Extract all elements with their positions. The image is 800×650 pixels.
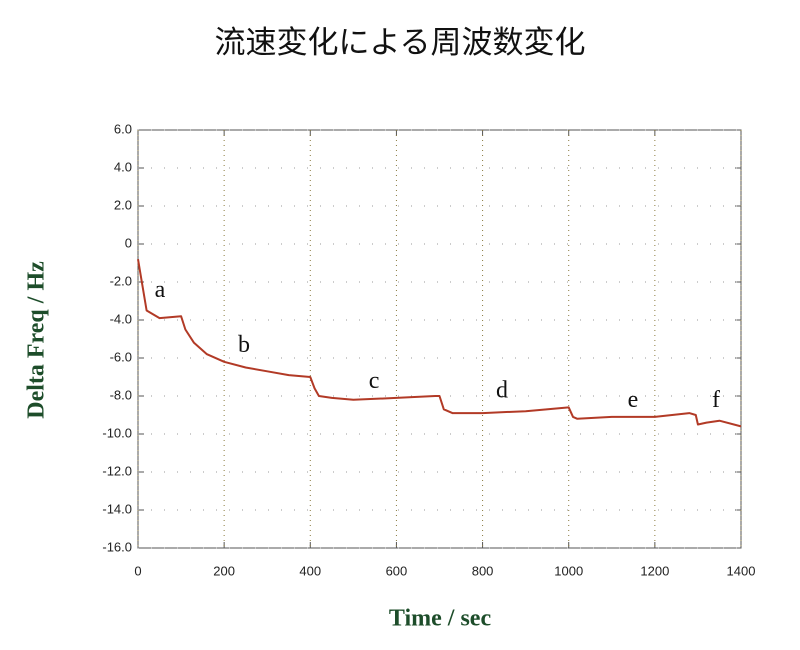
annotation: d [496,378,508,404]
x-tick-label: 0 [134,563,141,578]
y-tick-label: -16.0 [102,539,132,554]
y-tick-label: -12.0 [102,463,132,478]
data-line [137,259,742,428]
x-tick-label: 800 [472,563,494,578]
x-tick-label: 600 [386,563,408,578]
plot-frame [137,129,742,549]
x-tick-label: 1200 [640,563,669,578]
x-tick-label: 200 [213,563,235,578]
y-tick-label: 2.0 [114,197,132,212]
annotation: f [712,387,720,413]
y-tick-label: -8.0 [110,387,132,402]
y-axis-title: Delta Freq / Hz [24,261,50,419]
y-tick-label: 4.0 [114,159,132,174]
y-tick-label: -10.0 [102,425,132,440]
y-tick-label: -14.0 [102,501,132,516]
x-axis-title: Time / sec [389,606,492,632]
annotation: b [238,332,250,358]
chart-title: 流速変化による周波数変化 [214,25,585,60]
y-tick-label: 0 [125,235,132,250]
annotation: a [155,277,166,303]
annotation: e [628,387,639,413]
y-tick-label: -4.0 [110,311,132,326]
y-tick-label: -6.0 [110,349,132,364]
y-tick-label: -2.0 [110,273,132,288]
x-tick-label: 400 [299,563,321,578]
annotation: c [369,368,380,394]
y-tick-label: 6.0 [114,121,132,136]
x-tick-label: 1000 [554,563,583,578]
x-tick-label: 1400 [727,563,756,578]
